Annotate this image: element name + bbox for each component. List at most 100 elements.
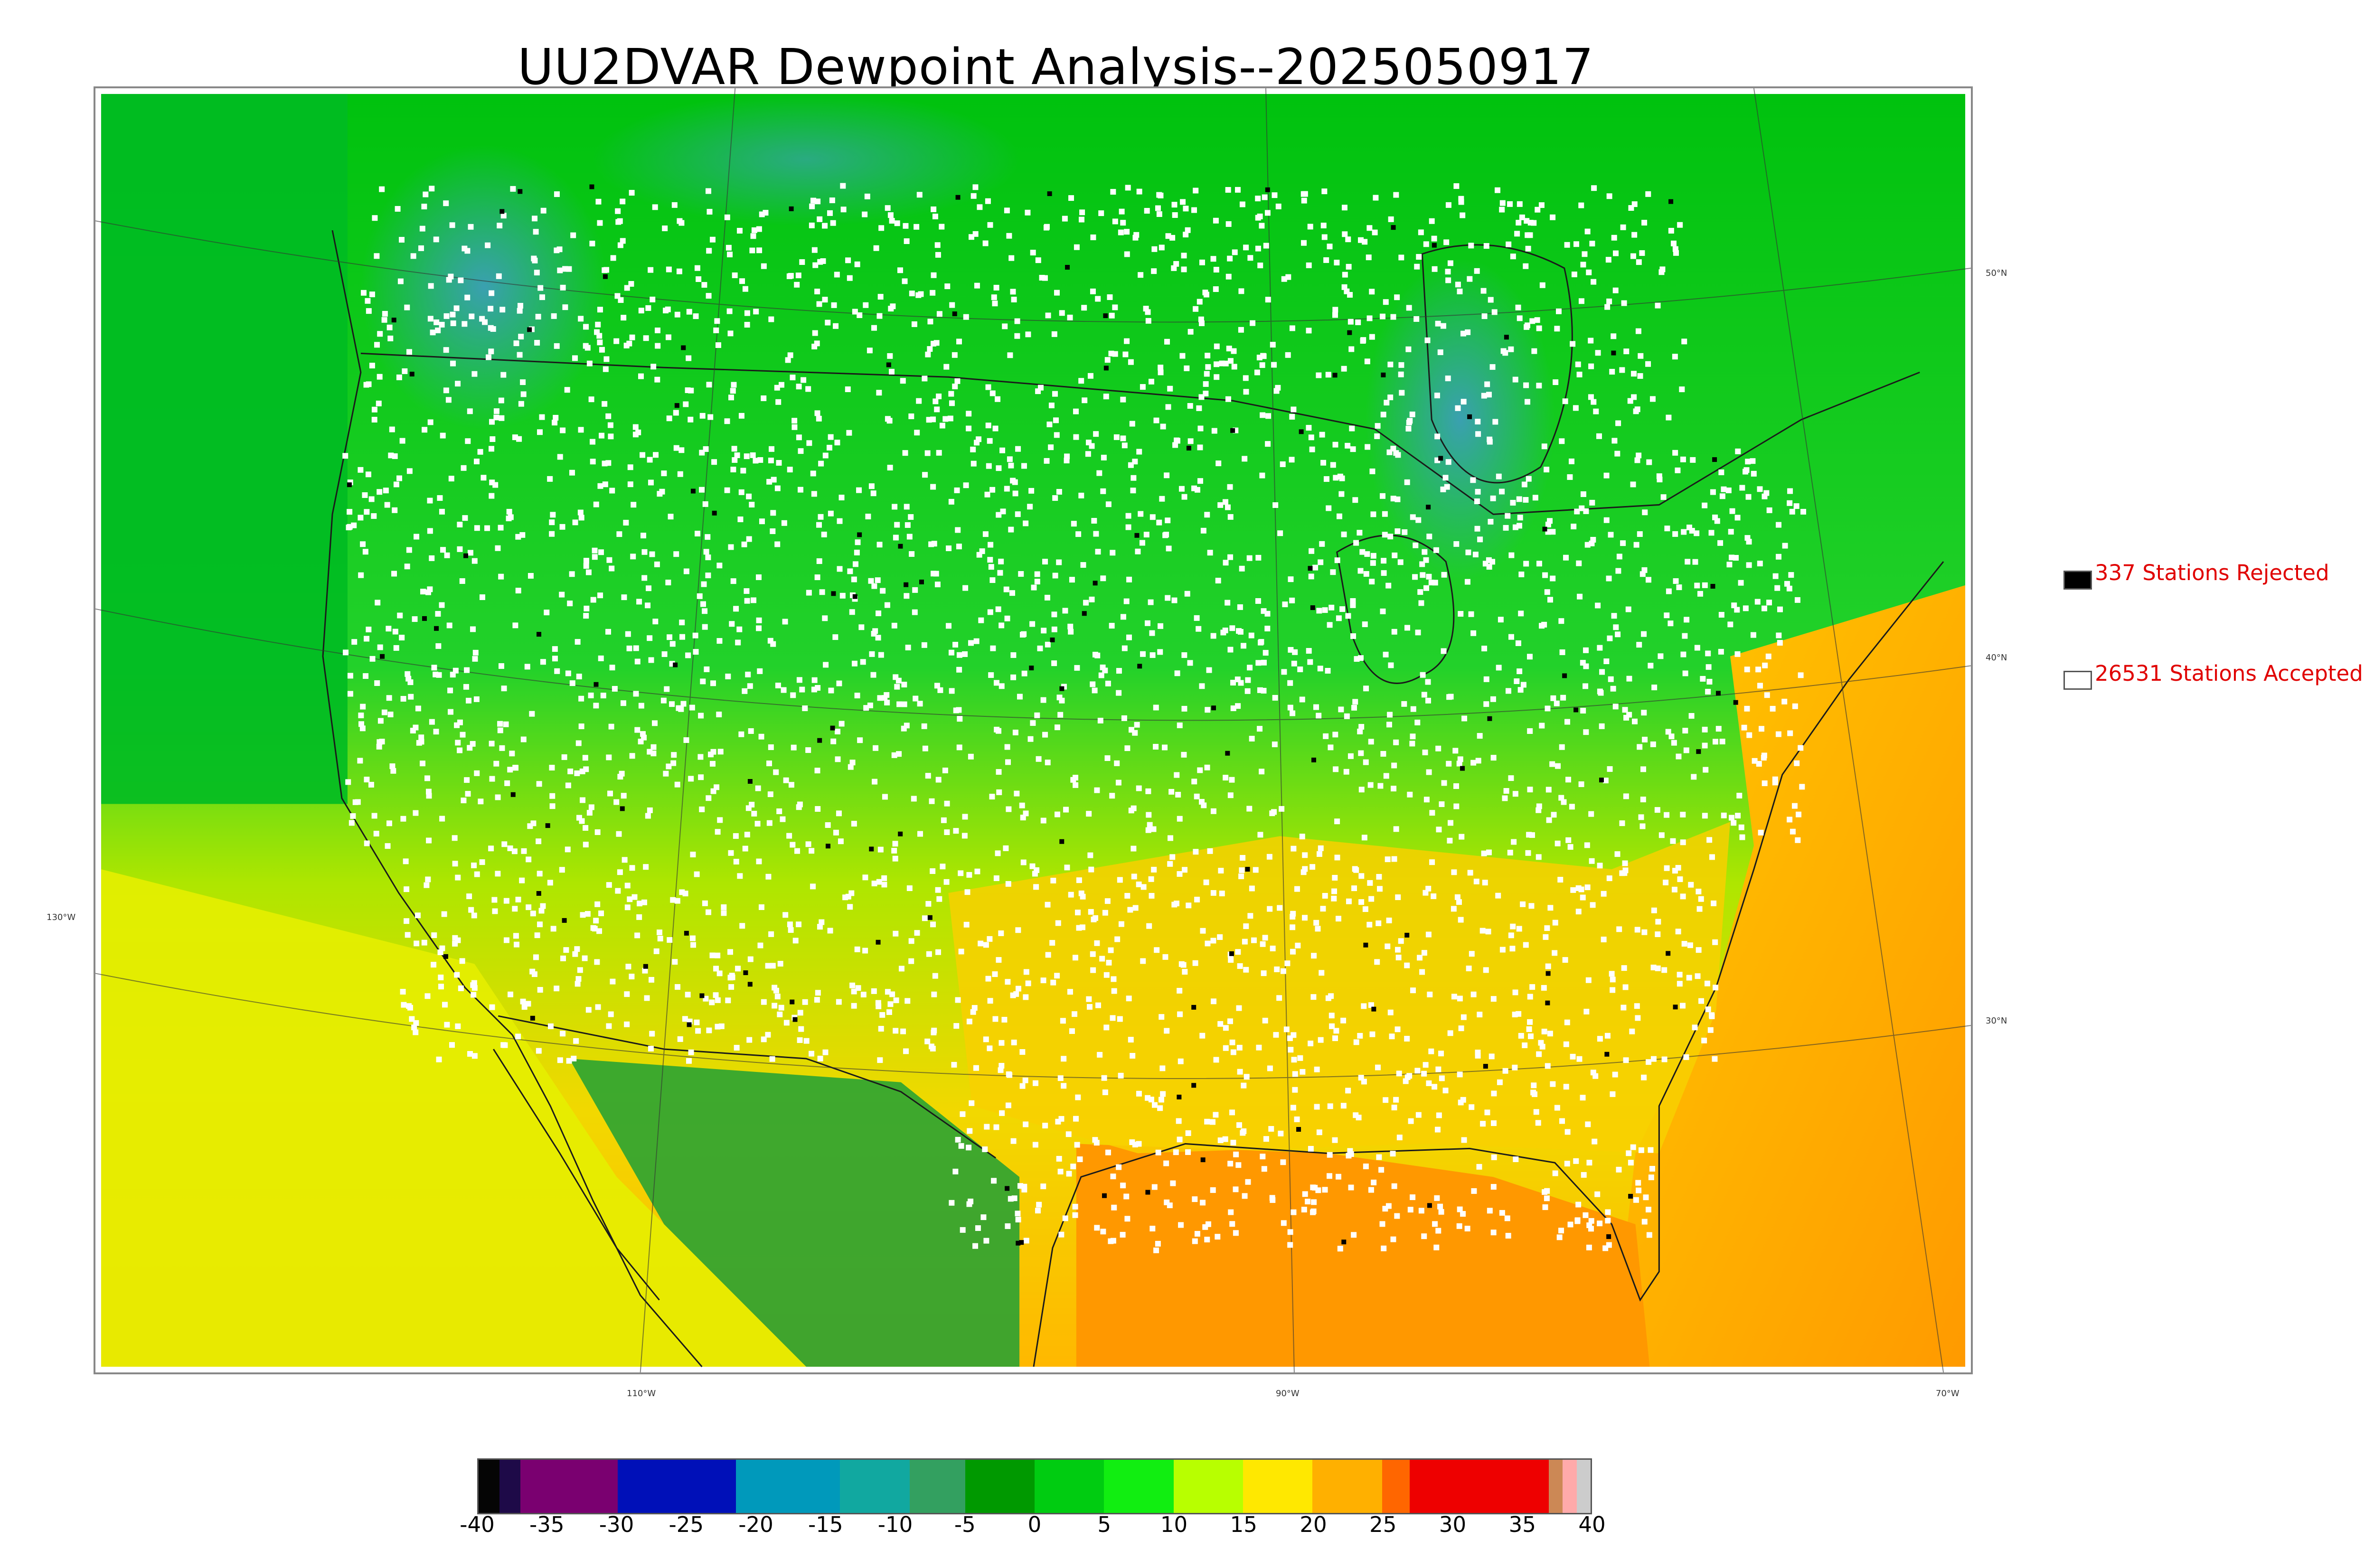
accepted-station xyxy=(1596,433,1602,439)
accepted-station xyxy=(1231,364,1237,370)
accepted-station xyxy=(736,228,743,234)
accepted-station xyxy=(549,803,556,809)
accepted-station xyxy=(1655,302,1661,309)
accepted-station xyxy=(1646,459,1652,465)
accepted-station xyxy=(667,634,673,640)
accepted-station xyxy=(1517,687,1524,693)
accepted-station xyxy=(1073,782,1079,788)
accepted-station xyxy=(585,1007,592,1013)
accepted-station xyxy=(1446,761,1452,767)
accepted-station xyxy=(1192,1196,1198,1202)
accepted-station xyxy=(1322,607,1328,613)
accepted-station xyxy=(1172,442,1178,448)
accepted-station xyxy=(871,325,877,331)
accepted-station xyxy=(445,397,452,403)
accepted-station xyxy=(1414,719,1421,725)
accepted-station xyxy=(985,198,991,204)
accepted-station xyxy=(1379,1221,1385,1227)
accepted-station xyxy=(1505,688,1511,694)
accepted-station xyxy=(1260,941,1266,947)
accepted-station xyxy=(557,1057,563,1063)
accepted-station xyxy=(1297,1055,1303,1061)
accepted-station xyxy=(1436,826,1442,833)
colorbar-segment xyxy=(499,1460,520,1513)
rejected-station xyxy=(1296,1127,1301,1132)
accepted-station xyxy=(1402,529,1408,535)
accepted-station xyxy=(1255,245,1261,252)
accepted-station xyxy=(1580,1095,1586,1101)
accepted-station xyxy=(1390,445,1396,451)
accepted-station xyxy=(1472,552,1479,558)
accepted-station xyxy=(1423,241,1429,247)
accepted-station xyxy=(673,551,679,557)
accepted-station xyxy=(996,789,1002,795)
accepted-station xyxy=(549,793,556,799)
accepted-station xyxy=(595,198,602,205)
accepted-station xyxy=(710,788,716,794)
accepted-station xyxy=(885,205,891,211)
accepted-station xyxy=(1599,669,1605,675)
accepted-station xyxy=(1391,629,1397,635)
accepted-station xyxy=(816,415,822,422)
accepted-station xyxy=(1178,1222,1184,1228)
accepted-station xyxy=(1306,648,1312,654)
accepted-station xyxy=(957,716,963,722)
accepted-station xyxy=(342,453,349,459)
accepted-station xyxy=(738,731,744,737)
accepted-station xyxy=(560,1031,566,1037)
accepted-station xyxy=(697,754,704,760)
accepted-station xyxy=(1065,1131,1072,1137)
accepted-station xyxy=(983,942,989,948)
accepted-station xyxy=(1576,371,1583,377)
accepted-station xyxy=(1174,670,1180,676)
accepted-station xyxy=(1140,958,1146,964)
accepted-station xyxy=(909,551,915,557)
accepted-station xyxy=(1477,733,1483,739)
accepted-station xyxy=(1470,760,1477,766)
accepted-station xyxy=(1388,216,1394,222)
accepted-station xyxy=(1339,606,1346,612)
accepted-station xyxy=(521,1004,528,1010)
accepted-station xyxy=(1277,905,1283,911)
accepted-station xyxy=(948,391,954,397)
rejected-station xyxy=(952,311,957,317)
accepted-station xyxy=(721,910,727,916)
rejected-station xyxy=(1082,611,1087,616)
accepted-station xyxy=(1067,314,1073,320)
accepted-station xyxy=(765,963,771,969)
accepted-station xyxy=(1345,1088,1351,1094)
accepted-station xyxy=(1700,676,1706,682)
accepted-station xyxy=(1148,1097,1154,1103)
accepted-station xyxy=(404,886,410,892)
accepted-station xyxy=(1583,1212,1589,1218)
accepted-station xyxy=(930,868,936,874)
accepted-station xyxy=(1500,348,1507,354)
accepted-station xyxy=(1055,811,1060,817)
accepted-station xyxy=(401,1002,407,1008)
accepted-station xyxy=(751,810,757,817)
accepted-station xyxy=(1237,629,1244,635)
accepted-station xyxy=(1543,934,1549,940)
accepted-station xyxy=(1395,452,1401,458)
accepted-station xyxy=(845,893,851,900)
accepted-station xyxy=(914,430,920,436)
accepted-station xyxy=(1389,1033,1395,1040)
accepted-station xyxy=(1000,508,1006,515)
accepted-station xyxy=(1009,590,1015,596)
accepted-station xyxy=(1772,573,1779,579)
accepted-station xyxy=(420,761,425,767)
accepted-station xyxy=(749,502,755,507)
accepted-station xyxy=(1583,683,1589,689)
accepted-station xyxy=(816,522,822,528)
accepted-station xyxy=(1113,434,1120,440)
accepted-station xyxy=(1426,573,1432,580)
accepted-station xyxy=(479,594,485,601)
accepted-station xyxy=(1177,987,1183,994)
accepted-station xyxy=(683,401,689,407)
accepted-station xyxy=(679,889,685,895)
accepted-station xyxy=(1571,272,1577,278)
accepted-station xyxy=(452,935,458,941)
accepted-station xyxy=(724,487,730,493)
accepted-station xyxy=(422,427,428,433)
accepted-station xyxy=(1799,784,1805,790)
